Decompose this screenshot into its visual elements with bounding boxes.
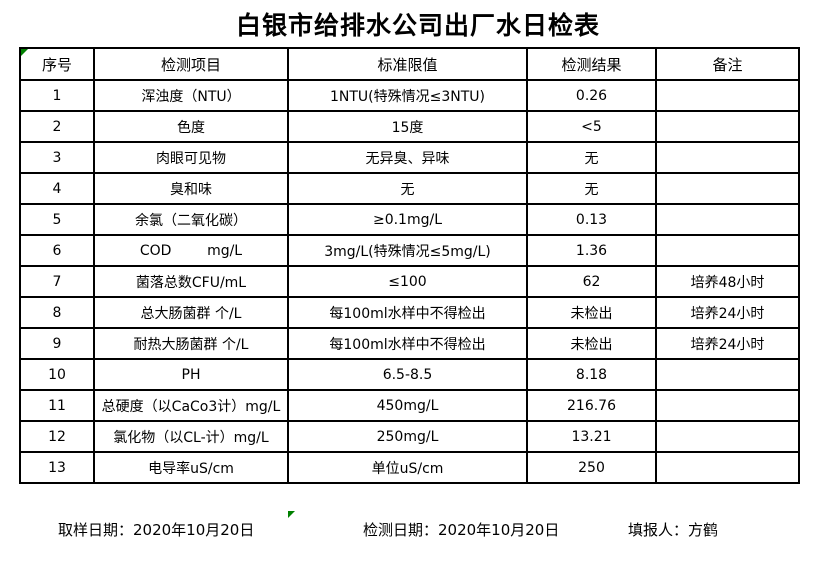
column-header-no: 序号 [19, 47, 95, 81]
cell-no: 3 [19, 141, 95, 174]
cell-remark [655, 79, 800, 112]
cell-result: 13.21 [526, 420, 657, 453]
cell-result: 250 [526, 451, 657, 484]
cell-no: 12 [19, 420, 95, 453]
cell-no: 11 [19, 389, 95, 422]
cell-no: 10 [19, 358, 95, 391]
cell-limit: 6.5-8.5 [287, 358, 528, 391]
cell-remark [655, 203, 800, 236]
sampling-date-label: 取样日期：2020年10月20日 [58, 521, 255, 539]
reporter-label: 填报人：方鹤 [628, 521, 719, 539]
cell-item: 耐热大肠菌群 个/L [93, 327, 289, 360]
cell-no: 5 [19, 203, 95, 236]
cell-limit: 无 [287, 172, 528, 205]
cell-remark [655, 358, 800, 391]
cell-limit: ≤100 [287, 265, 528, 298]
column-header-remark: 备注 [655, 47, 800, 81]
table-row: 4 臭和味 无 无 [19, 172, 800, 205]
test-date-label: 检测日期：2020年10月20日 [363, 521, 560, 539]
cell-remark [655, 110, 800, 143]
table-header-row: 序号 检测项目 标准限值 检测结果 备注 [19, 47, 800, 81]
cell-item: 浑浊度（NTU） [93, 79, 289, 112]
cell-limit: 无异臭、异味 [287, 141, 528, 174]
cell-result: 8.18 [526, 358, 657, 391]
cell-remark [655, 141, 800, 174]
cell-result: 1.36 [526, 234, 657, 267]
cell-item: COD mg/L [93, 234, 289, 267]
cell-remark: 培养24小时 [655, 296, 800, 329]
cell-item: 色度 [93, 110, 289, 143]
cell-limit: 每100ml水样中不得检出 [287, 327, 528, 360]
column-header-item: 检测项目 [93, 47, 289, 81]
cell-item: 总硬度（以CaCo3计）mg/L [93, 389, 289, 422]
cell-no: 2 [19, 110, 95, 143]
cell-no: 6 [19, 234, 95, 267]
cell-remark: 培养48小时 [655, 265, 800, 298]
cell-limit: 单位uS/cm [287, 451, 528, 484]
cell-no: 8 [19, 296, 95, 329]
cell-remark [655, 451, 800, 484]
cell-item: 电导率uS/cm [93, 451, 289, 484]
cell-no: 1 [19, 79, 95, 112]
table-row: 5 余氯（二氧化碳） ≥0.1mg/L 0.13 [19, 203, 800, 236]
cell-no: 7 [19, 265, 95, 298]
cell-remark: 培养24小时 [655, 327, 800, 360]
table-body: 1 浑浊度（NTU） 1NTU(特殊情况≤3NTU) 0.26 2 色度 15度… [19, 79, 800, 484]
cell-result: 0.26 [526, 79, 657, 112]
cell-limit: 15度 [287, 110, 528, 143]
cell-result: 无 [526, 172, 657, 205]
cell-limit: 250mg/L [287, 420, 528, 453]
footer: 取样日期：2020年10月20日 检测日期：2020年10月20日 填报人：方鹤 [0, 519, 836, 541]
table-row: 3 肉眼可见物 无异臭、异味 无 [19, 141, 800, 174]
cell-limit: 3mg/L(特殊情况≤5mg/L) [287, 234, 528, 267]
cell-remark [655, 389, 800, 422]
cell-remark [655, 234, 800, 267]
cell-no: 9 [19, 327, 95, 360]
cell-result: 216.76 [526, 389, 657, 422]
table-row: 2 色度 15度 <5 [19, 110, 800, 143]
cell-item: 余氯（二氧化碳） [93, 203, 289, 236]
cell-result: 未检出 [526, 327, 657, 360]
table-row: 11 总硬度（以CaCo3计）mg/L 450mg/L 216.76 [19, 389, 800, 422]
table-row: 12 氯化物（以CL-计）mg/L 250mg/L 13.21 [19, 420, 800, 453]
inspection-table: 序号 检测项目 标准限值 检测结果 备注 1 浑浊度（NTU） 1NTU(特殊情… [19, 47, 800, 484]
column-header-result: 检测结果 [526, 47, 657, 81]
cell-item: PH [93, 358, 289, 391]
cell-result: 0.13 [526, 203, 657, 236]
page-title: 白银市给排水公司出厂水日检表 [235, 11, 600, 40]
cell-limit: ≥0.1mg/L [287, 203, 528, 236]
table-row: 7 菌落总数CFU/mL ≤100 62 培养48小时 [19, 265, 800, 298]
cell-result: <5 [526, 110, 657, 143]
excel-corner-marker-icon [288, 511, 295, 518]
column-header-limit: 标准限值 [287, 47, 528, 81]
cell-no: 4 [19, 172, 95, 205]
cell-result: 62 [526, 265, 657, 298]
cell-item: 总大肠菌群 个/L [93, 296, 289, 329]
cell-result: 未检出 [526, 296, 657, 329]
cell-no: 13 [19, 451, 95, 484]
cell-item: 菌落总数CFU/mL [93, 265, 289, 298]
table-row: 9 耐热大肠菌群 个/L 每100ml水样中不得检出 未检出 培养24小时 [19, 327, 800, 360]
table-row: 13 电导率uS/cm 单位uS/cm 250 [19, 451, 800, 484]
table-row: 1 浑浊度（NTU） 1NTU(特殊情况≤3NTU) 0.26 [19, 79, 800, 112]
table-row: 10 PH 6.5-8.5 8.18 [19, 358, 800, 391]
table-row: 8 总大肠菌群 个/L 每100ml水样中不得检出 未检出 培养24小时 [19, 296, 800, 329]
cell-limit: 每100ml水样中不得检出 [287, 296, 528, 329]
cell-limit: 1NTU(特殊情况≤3NTU) [287, 79, 528, 112]
cell-remark [655, 420, 800, 453]
cell-item: 臭和味 [93, 172, 289, 205]
excel-corner-marker-icon [21, 49, 28, 56]
cell-result: 无 [526, 141, 657, 174]
cell-item: 氯化物（以CL-计）mg/L [93, 420, 289, 453]
cell-limit: 450mg/L [287, 389, 528, 422]
table-row: 6 COD mg/L 3mg/L(特殊情况≤5mg/L) 1.36 [19, 234, 800, 267]
cell-item: 肉眼可见物 [93, 141, 289, 174]
cell-remark [655, 172, 800, 205]
